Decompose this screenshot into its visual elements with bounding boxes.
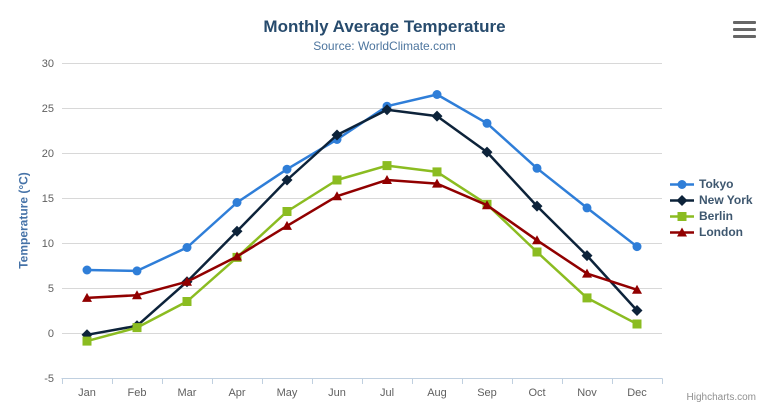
x-axis-label: Sep [477,387,497,399]
data-point-tokyo[interactable] [432,90,442,99]
data-point-tokyo[interactable] [182,243,192,252]
data-point-new-york[interactable] [331,129,343,141]
data-point-new-york[interactable] [431,110,443,122]
legend-item-new-york[interactable]: New York [669,192,753,208]
y-axis-label: 5 [48,283,54,295]
data-point-tokyo[interactable] [82,265,92,275]
data-point-berlin[interactable] [282,207,292,216]
data-point-tokyo[interactable] [132,266,142,276]
data-point-tokyo[interactable] [482,118,492,128]
hamburger-menu-icon [733,21,756,24]
y-axis-label: 30 [42,58,54,70]
legend-label: London [699,225,743,239]
legend-marker-triangle-icon [670,227,694,236]
data-point-london[interactable] [332,191,342,201]
data-point-london[interactable] [382,175,392,184]
data-point-berlin[interactable] [432,167,442,177]
data-point-london[interactable] [132,290,142,300]
data-point-tokyo[interactable] [232,198,242,207]
data-point-new-york[interactable] [231,225,243,237]
data-point-london[interactable] [232,251,242,261]
x-axis-label: Aug [427,387,447,399]
series-line-tokyo [85,93,639,273]
data-point-berlin[interactable] [532,247,542,257]
y-axis-label: 25 [42,103,54,115]
data-point-new-york[interactable] [531,200,543,212]
data-point-new-york[interactable] [581,250,593,262]
x-axis-label: Oct [528,387,545,399]
legend-marker-diamond-icon [670,194,694,206]
data-point-new-york[interactable] [281,174,293,186]
legend-marker-shape [677,227,687,236]
data-point-london[interactable] [532,235,542,245]
hamburger-menu-icon [733,28,756,31]
legend-marker-shape [677,179,687,189]
legend-marker-shape [677,211,687,221]
x-axis-label: May [277,387,298,399]
series-line-berlin [85,164,639,343]
data-point-berlin[interactable] [582,293,592,303]
data-point-new-york[interactable] [631,305,643,316]
data-point-tokyo[interactable] [532,163,542,173]
data-point-berlin[interactable] [82,336,92,346]
legend-item-london[interactable]: London [669,224,753,240]
y-axis-title: Temperature (°C) [16,172,31,269]
chart-title: Monthly Average Temperature [263,17,506,36]
data-point-berlin[interactable] [632,319,642,329]
data-point-london[interactable] [482,200,492,210]
legend-marker-square-icon [670,211,694,221]
data-point-new-york[interactable] [481,146,493,158]
series-line-new-york [85,108,639,337]
data-point-london[interactable] [632,284,642,294]
x-axis-label: Jul [380,387,394,399]
data-point-new-york[interactable] [381,104,393,116]
data-point-berlin[interactable] [132,323,142,333]
x-axis-label: Mar [178,387,197,399]
x-axis-label: Jan [78,387,96,399]
legend-marker-circle-icon [670,179,694,189]
data-point-london[interactable] [82,292,92,302]
legend-item-berlin[interactable]: Berlin [669,208,753,224]
data-point-tokyo[interactable] [282,164,292,174]
y-axis-label: 10 [42,238,54,250]
legend-marker-shape [676,194,688,206]
legend-label: Berlin [699,209,734,223]
series-line-london [85,178,639,300]
data-point-london[interactable] [582,268,592,278]
data-point-london[interactable] [182,276,192,286]
x-axis-label: Dec [627,387,647,399]
legend-label: Tokyo [699,177,734,191]
x-axis-label: Feb [128,387,147,399]
x-axis-label: Nov [577,387,597,399]
export-menu-button[interactable] [732,19,757,40]
data-point-tokyo[interactable] [632,242,642,252]
highcharts-credit-link[interactable]: Highcharts.com [686,392,756,403]
data-point-london[interactable] [282,220,292,230]
y-axis-label: -5 [44,373,54,385]
data-point-berlin[interactable] [332,175,342,185]
y-axis-label: 20 [42,148,54,160]
y-axis-label: 0 [48,328,54,340]
data-point-berlin[interactable] [382,161,392,171]
legend-item-tokyo[interactable]: Tokyo [669,176,753,192]
chart-subtitle: Source: WorldClimate.com [313,39,456,53]
data-point-london[interactable] [432,178,442,188]
legend: Tokyo New York Berlin London [669,176,753,240]
data-point-berlin[interactable] [182,297,192,306]
x-axis-label: Jun [328,387,346,399]
x-axis-label: Apr [228,387,245,399]
y-axis-label: 15 [42,193,54,205]
legend-label: New York [699,193,753,207]
hamburger-menu-icon [733,35,756,38]
data-point-tokyo[interactable] [582,203,592,213]
